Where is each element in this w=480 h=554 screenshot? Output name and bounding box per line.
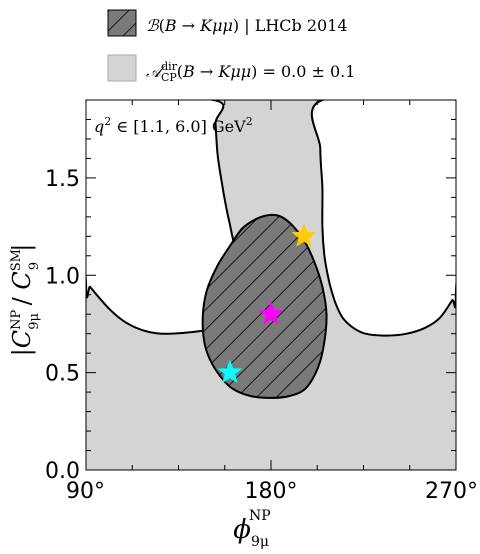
star-markers [217, 223, 317, 384]
br-lhcb-region [201, 213, 328, 399]
plot-area: 0.0 0.5 1.0 1.5 90° 180° 270° q2 ∈ [1.1, 6.0] … [45, 99, 478, 504]
legend: ℬ(B → Kμμ) | LHCb 2014 𝒜dir CP(B → Kμμ) =… [107, 9, 355, 84]
y-tick-label: 1.0 [45, 264, 80, 289]
x-tick-label: 270° [425, 479, 478, 504]
acp-excluded-region-right [310, 100, 456, 337]
y-tick-label: 0.0 [45, 459, 80, 484]
y-axis-title: |CNP 9μ / CSM 9| [8, 244, 42, 357]
q2-annotation: q2 ∈ [1.1, 6.0] GeV2 [94, 115, 253, 136]
x-tick-label: 180° [245, 479, 298, 504]
legend-label-acp: 𝒜dir CP(B → Kμμ) = 0.0 ± 0.1 [146, 60, 355, 84]
star-marker [258, 301, 284, 325]
star-marker [217, 359, 243, 384]
x-axis-title: ϕ9μNP [233, 508, 270, 550]
legend-label-br: ℬ(B → Kμμ) | LHCb 2014 [146, 16, 348, 35]
y-tick-label: 1.5 [45, 167, 80, 192]
axis-ticks: 0.0 0.5 1.0 1.5 90° 180° 270° [45, 100, 478, 504]
x-tick-label: 90° [66, 479, 105, 504]
legend-swatch-acp [107, 54, 137, 82]
legend-swatch-br [107, 9, 137, 37]
star-marker [291, 223, 317, 247]
y-tick-label: 0.5 [45, 362, 80, 387]
